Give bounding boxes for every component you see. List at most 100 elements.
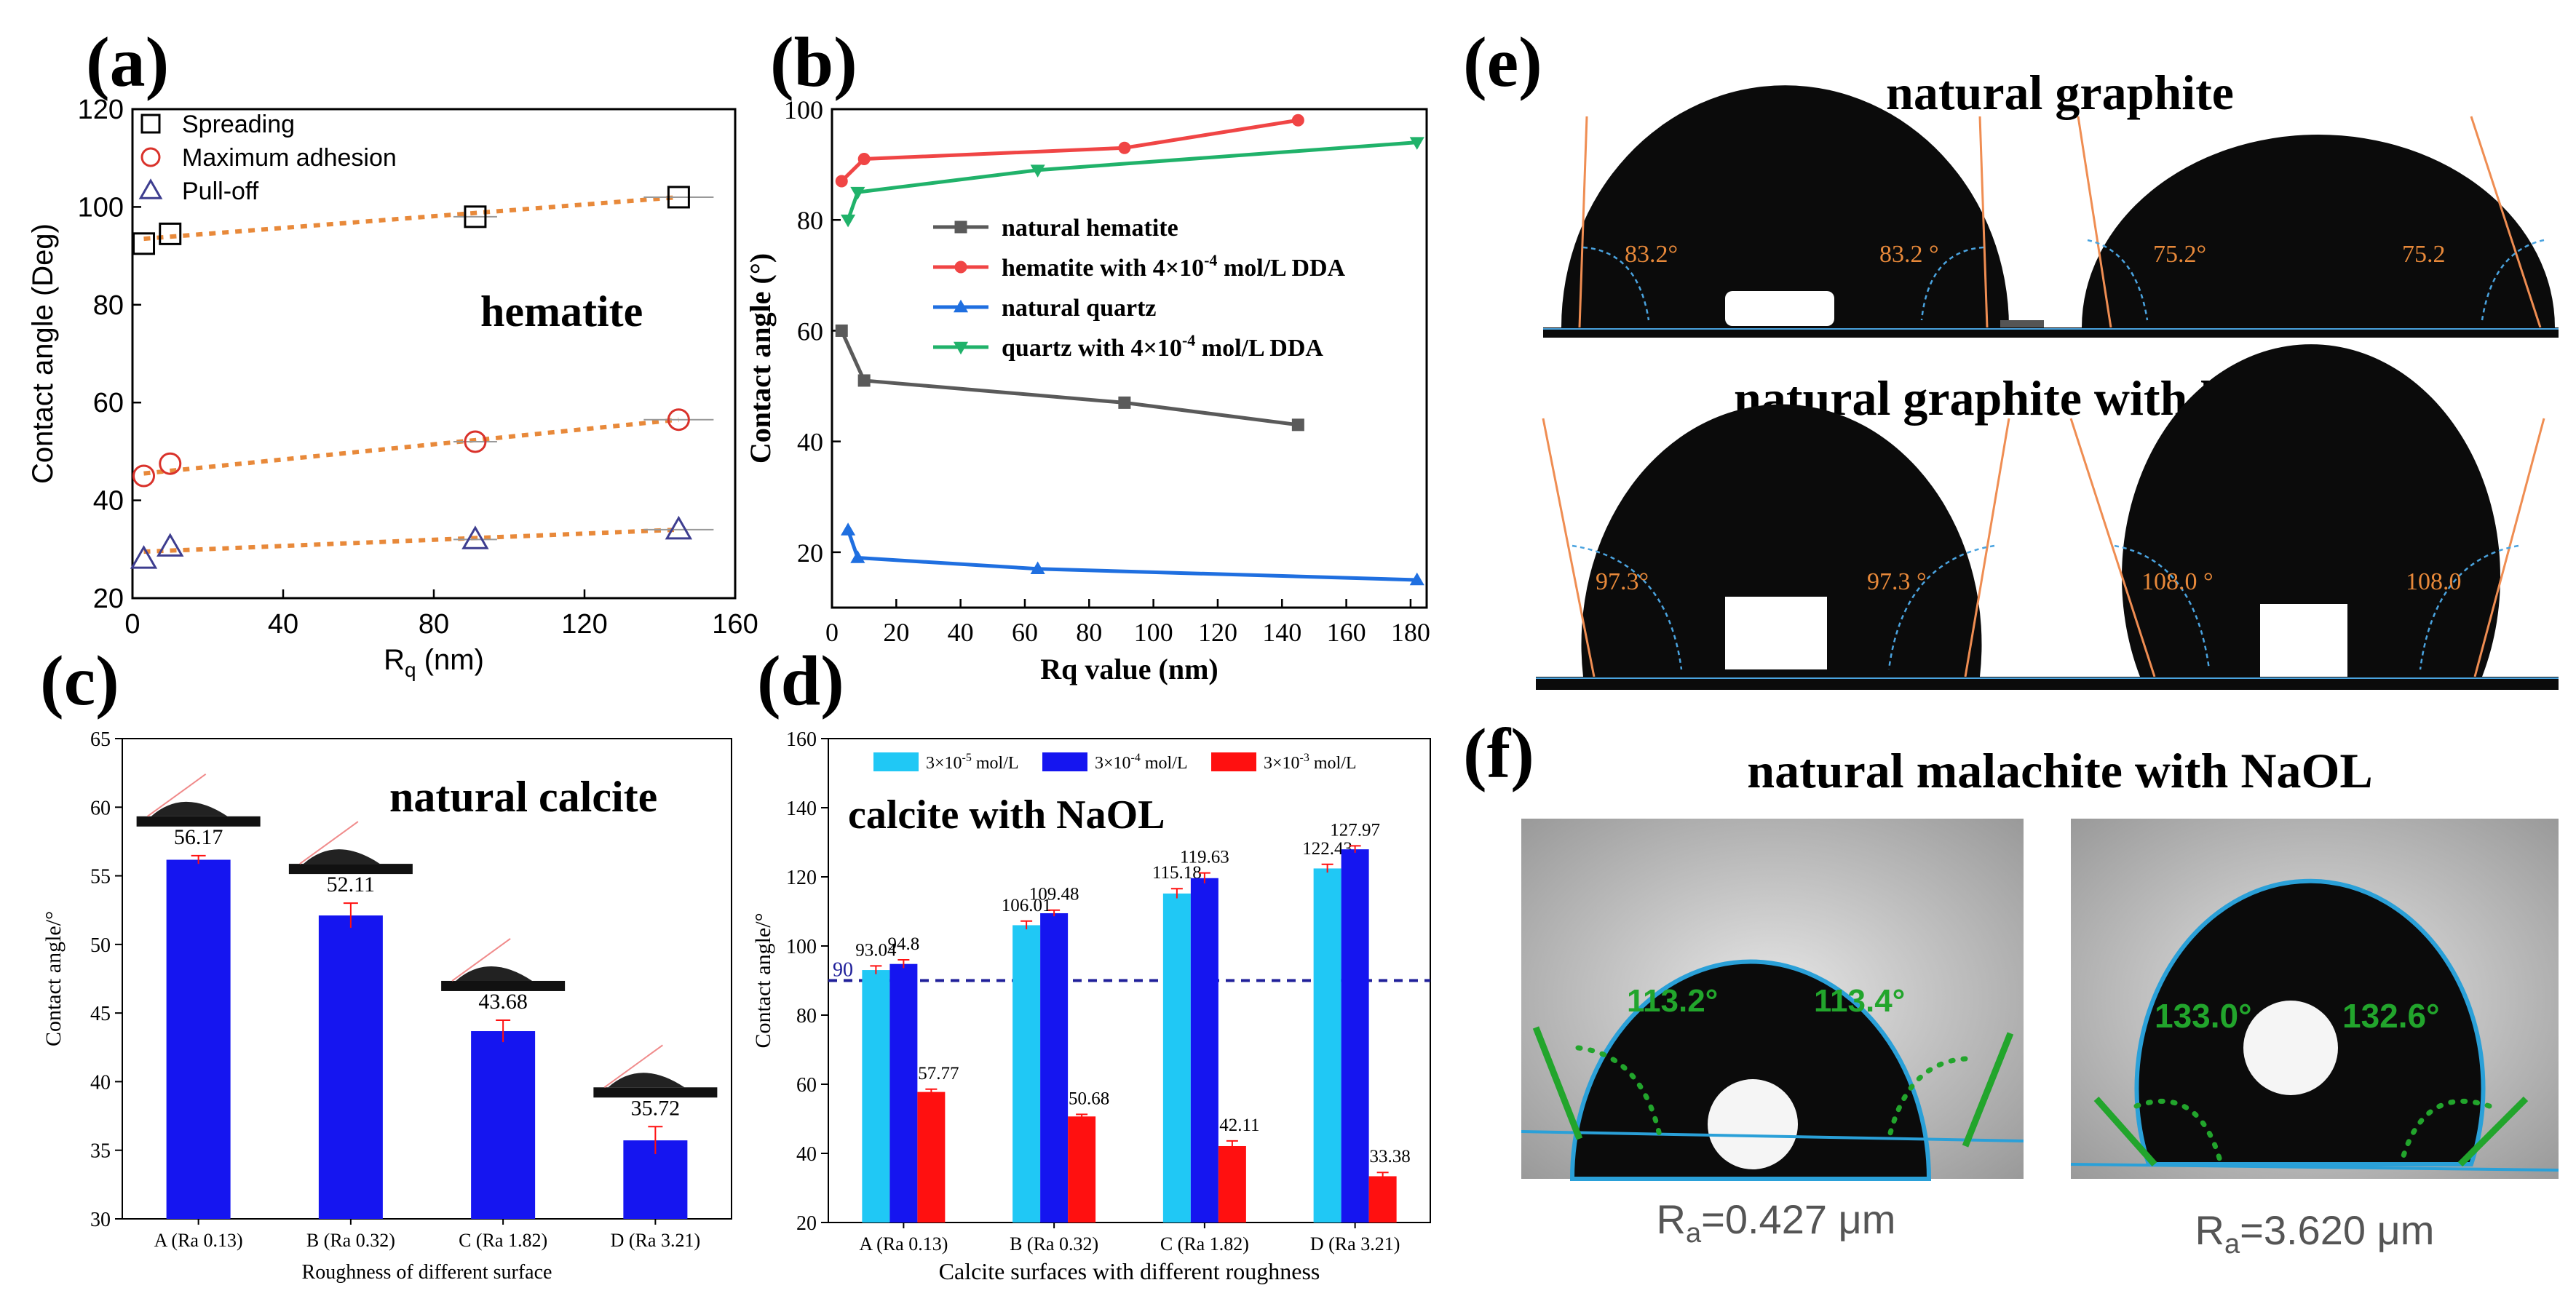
data-label: 94.8 <box>888 934 920 954</box>
data-point <box>665 515 693 540</box>
fit-line <box>143 417 679 476</box>
photo-kerosene-drop-2: 108.0 ° 108.0 <box>2069 344 2545 677</box>
bar <box>318 915 383 1219</box>
data-label: 127.97 <box>1330 820 1380 840</box>
y-tick-label: 20 <box>797 538 823 568</box>
data-label: 33.38 <box>1370 1147 1411 1166</box>
panel-label-f: (f) <box>1463 715 1534 793</box>
data-label: 56.17 <box>174 825 223 849</box>
legend-tail: mol/L DDA <box>1217 255 1345 282</box>
chart-annotation: hematite <box>480 287 643 335</box>
x-tick-label: 0 <box>124 609 140 640</box>
angle-label: 133.0° <box>2155 997 2252 1035</box>
series-line <box>839 330 1299 427</box>
y-tick-label: 80 <box>797 206 823 235</box>
legend-marker <box>140 147 161 167</box>
legend-marker <box>953 341 969 355</box>
bar <box>1162 893 1191 1222</box>
thumbnail-drop <box>151 801 228 816</box>
x-tick-label: C (Ra 1.82) <box>459 1230 547 1251</box>
bar <box>166 859 231 1219</box>
data-point <box>159 452 182 475</box>
angle-label: 97.3° <box>1596 568 1649 595</box>
x-tick-label: 40 <box>948 618 974 647</box>
x-tick-label: A (Ra 0.13) <box>154 1230 243 1251</box>
angle-label: 97.3 ° <box>1867 568 1927 595</box>
legend-marker <box>140 114 161 134</box>
caption-sub: a <box>1686 1218 1702 1249</box>
legend-label: Pull-off <box>182 178 259 205</box>
caption-value: =3.620 μm <box>2240 1207 2434 1253</box>
y-tick-label: 20 <box>796 1212 817 1235</box>
legend-sup: -4 <box>1204 251 1217 269</box>
x-label-unit: (nm) <box>416 644 484 676</box>
caption-value: =0.427 μm <box>1701 1196 1895 1242</box>
y-tick-label: 40 <box>797 428 823 457</box>
panel-f-title: natural malachite with NaOL <box>1747 743 2372 798</box>
panel-e-title-top: natural graphite <box>1886 65 2234 120</box>
bar <box>1068 1116 1096 1222</box>
caption-r: R <box>1657 1196 1686 1242</box>
x-tick-label: D (Ra 3.21) <box>1310 1233 1400 1255</box>
data-point <box>1409 137 1424 150</box>
thumbnail-tangent <box>451 938 511 982</box>
data-point <box>130 545 158 569</box>
legend-text: hematite with 4×10 <box>1002 255 1204 282</box>
photo-malachite-1: 113.2° 113.4° <box>1521 819 2024 1181</box>
series-line <box>840 118 1299 183</box>
photo-substrate-bottom <box>1536 677 2559 690</box>
y-tick-label: 45 <box>90 1003 111 1025</box>
legend-label: natural hematite <box>1002 215 1178 242</box>
panel-label-c: (c) <box>40 642 119 720</box>
y-tick-label: 60 <box>797 317 823 346</box>
thumbnail-tangent <box>147 774 207 817</box>
y-tick-label: 80 <box>93 290 124 321</box>
panel-label-e: (e) <box>1463 23 1542 102</box>
x-label-r: R <box>384 644 405 676</box>
bar <box>1190 878 1218 1222</box>
legend-tail: mol/L <box>1141 754 1188 773</box>
x-tick-label: 40 <box>268 609 298 640</box>
x-tick-label: 20 <box>883 618 909 647</box>
chart-annotation: calcite with NaOL <box>848 792 1165 838</box>
angle-label: 83.2 ° <box>1879 241 1939 268</box>
photo-substrate-top <box>1543 327 2559 338</box>
x-tick-label: 60 <box>1012 618 1038 647</box>
y-tick-label: 100 <box>784 95 823 124</box>
series-line <box>846 529 1417 582</box>
legend-swatch <box>1211 752 1256 771</box>
bar <box>1040 913 1069 1222</box>
x-tick-label: A (Ra 0.13) <box>859 1233 948 1255</box>
bar <box>1341 849 1369 1222</box>
fit-line <box>143 194 679 242</box>
reference-label: 90 <box>833 959 853 982</box>
bar <box>471 1031 536 1219</box>
legend-text: 3×10 <box>926 754 962 773</box>
caption-sub: a <box>2224 1229 2240 1260</box>
legend-marker <box>138 178 163 199</box>
x-tick-label: B (Ra 0.32) <box>1010 1233 1098 1255</box>
panel-label-b: (b) <box>770 23 857 102</box>
x-tick-label: 120 <box>561 609 607 640</box>
legend-tail: mol/L DDA <box>1195 335 1323 362</box>
x-tick-label: 100 <box>1134 618 1173 647</box>
legend-text: natural quartz <box>1002 295 1157 322</box>
data-point <box>667 186 690 209</box>
x-tick-label: 120 <box>1198 618 1237 647</box>
bar <box>1313 868 1341 1222</box>
legend-label: Spreading <box>182 111 295 138</box>
legend-label: Maximum adhesion <box>182 144 397 172</box>
chart-a-hematite: 0 40 80 120 160 20 40 60 80 100 120 Rq (nm) Contact … <box>27 95 758 681</box>
y-tick-label: 120 <box>78 95 124 125</box>
data-point <box>850 550 865 563</box>
data-point <box>1291 114 1304 127</box>
legend-label: 3×10-3 mol/L <box>1264 752 1357 773</box>
y-tick-label: 120 <box>786 867 817 889</box>
x-tick-label: D (Ra 3.21) <box>611 1230 700 1251</box>
legend-text: 3×10 <box>1264 754 1300 773</box>
angle-label: 113.2° <box>1627 983 1718 1019</box>
y-tick-label: 50 <box>90 934 111 957</box>
data-label: 57.77 <box>918 1064 959 1084</box>
photo-graphite-drop-2: 75.2° 75.2 <box>2000 116 2555 329</box>
y-tick-label: 100 <box>786 936 817 958</box>
